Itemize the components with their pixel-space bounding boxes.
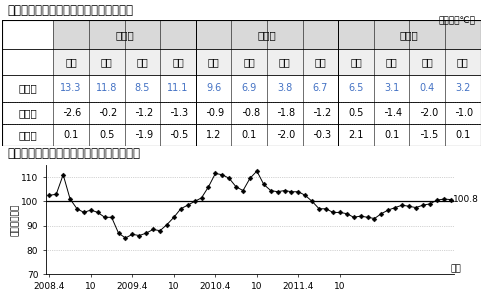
Text: 13.3: 13.3 [60,83,82,93]
Text: 3.8: 3.8 [277,83,292,93]
Text: 中旬: 中旬 [386,57,398,67]
Text: 年月: 年月 [451,264,461,273]
Text: ╶1.0: ╶1.0 [452,108,473,118]
Text: ╶0.9: ╶0.9 [203,108,224,118]
Text: 8.5: 8.5 [135,83,150,93]
Text: ╶1.3: ╶1.3 [167,108,188,118]
Bar [445,49,481,74]
Bar [196,20,338,49]
Text: 下旬: 下旬 [279,57,291,67]
Bar [302,49,338,74]
Text: 11.1: 11.1 [167,83,188,93]
Text: （単位：℃）: （単位：℃） [439,16,476,25]
Bar [338,49,374,74]
Text: 11.8: 11.8 [96,83,117,93]
Text: 平年差: 平年差 [18,130,37,140]
Bar [410,49,445,74]
Text: 0.1: 0.1 [384,130,399,140]
Text: 月間: 月間 [314,57,326,67]
Bar [338,20,481,49]
Text: 最　低: 最 低 [400,30,419,40]
Text: 最　高: 最 高 [115,30,134,40]
Text: ╶1.9: ╶1.9 [132,130,153,140]
Text: 0.5: 0.5 [348,108,364,118]
Text: 前年差: 前年差 [18,108,37,118]
Text: 6.9: 6.9 [242,83,257,93]
Text: 月間: 月間 [457,57,469,67]
Text: ╶1.8: ╶1.8 [274,108,295,118]
Text: ╶0.2: ╶0.2 [96,108,117,118]
Text: 0.1: 0.1 [242,130,257,140]
Bar [196,49,231,74]
Text: ╶0.8: ╶0.8 [239,108,260,118]
Text: 月間: 月間 [172,57,184,67]
Text: 上旬: 上旬 [350,57,362,67]
Text: 6.7: 6.7 [313,83,328,93]
Text: 1.2: 1.2 [206,130,221,140]
Text: 平　均: 平 均 [257,30,276,40]
Text: ╶1.4: ╶1.4 [381,108,402,118]
Text: ╶1.2: ╶1.2 [132,108,153,118]
Text: ╶0.3: ╶0.3 [310,130,331,140]
Bar [53,49,89,74]
Bar [89,49,125,74]
Text: 0.1: 0.1 [455,130,470,140]
Text: 100.8: 100.8 [454,195,479,204]
Bar [267,49,302,74]
Text: （参考１）名古屋地区の気温（１２月）: （参考１）名古屋地区の気温（１２月） [7,4,133,18]
Bar [374,49,410,74]
Y-axis label: 前年比（％）: 前年比（％） [11,204,20,236]
Bar [125,49,160,74]
Text: 9.6: 9.6 [206,83,221,93]
Text: ╶2.6: ╶2.6 [60,108,82,118]
Text: 中旬: 中旬 [101,57,113,67]
Text: （参考２）　発受電電力量対前年比の推移: （参考２） 発受電電力量対前年比の推移 [7,147,140,161]
Bar [160,49,196,74]
Text: 3.2: 3.2 [455,83,470,93]
Text: 上旬: 上旬 [208,57,219,67]
Text: ╶2.0: ╶2.0 [274,130,296,140]
Text: ╶1.2: ╶1.2 [310,108,331,118]
Text: 本　年: 本 年 [18,83,37,93]
Bar [53,20,196,49]
Text: ╶0.5: ╶0.5 [167,130,188,140]
Text: ╶1.5: ╶1.5 [416,130,438,140]
Text: 上旬: 上旬 [65,57,77,67]
Text: 3.1: 3.1 [384,83,399,93]
Text: 0.4: 0.4 [420,83,435,93]
Text: ╶2.0: ╶2.0 [416,108,438,118]
Text: 下旬: 下旬 [421,57,433,67]
Text: 0.1: 0.1 [63,130,79,140]
Text: 中旬: 中旬 [243,57,255,67]
Text: 0.5: 0.5 [99,130,114,140]
Bar [231,49,267,74]
Text: 下旬: 下旬 [136,57,148,67]
Text: 6.5: 6.5 [348,83,364,93]
Text: 2.1: 2.1 [348,130,364,140]
